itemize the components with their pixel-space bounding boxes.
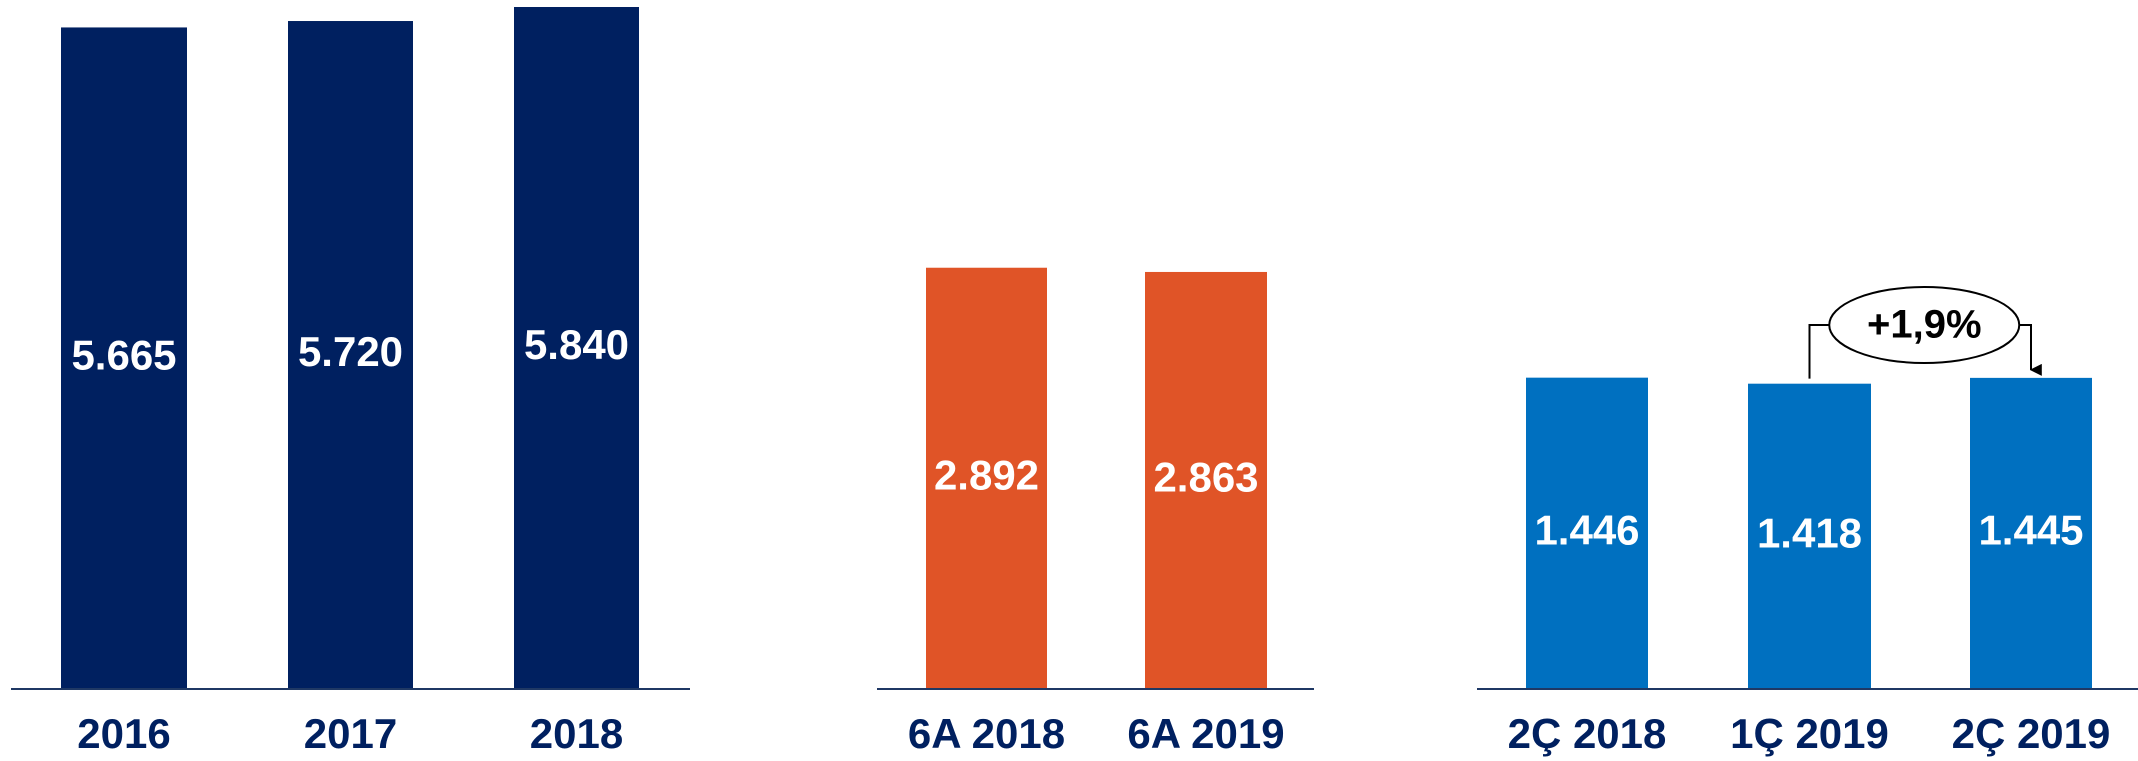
bar — [1748, 383, 1871, 689]
x-tick-label: 2017 — [304, 710, 397, 757]
bar — [1145, 271, 1267, 689]
bracket-right — [2019, 324, 2042, 376]
bar — [1970, 377, 2092, 689]
x-tick-label: 2016 — [77, 710, 170, 757]
value-label: 5.840 — [524, 321, 629, 368]
x-tick-label: 6A 2018 — [908, 710, 1065, 757]
x-tick-label: 1Ç 2019 — [1730, 710, 1889, 757]
bar — [1526, 377, 1648, 689]
x-tick-label: 2Ç 2018 — [1508, 710, 1667, 757]
bar — [288, 21, 413, 690]
value-label: 2.863 — [1153, 454, 1258, 501]
bar — [61, 27, 187, 689]
bracket-left — [1808, 324, 1830, 379]
annotation-bubble — [1828, 286, 2021, 364]
value-label: 5.665 — [71, 331, 176, 378]
value-label: 1.446 — [1534, 506, 1639, 553]
value-label: 1.445 — [1978, 507, 2083, 554]
x-tick-label: 2Ç 2019 — [1952, 710, 2111, 757]
value-label: 5.720 — [298, 328, 403, 375]
value-label: 1.418 — [1757, 509, 1862, 556]
bar — [514, 7, 639, 690]
bar — [926, 267, 1047, 689]
x-tick-label: 6A 2019 — [1127, 710, 1284, 757]
x-tick-label: 2018 — [530, 710, 623, 757]
annotation: +1,9% — [1867, 303, 1982, 347]
value-label: 2.892 — [934, 451, 1039, 498]
